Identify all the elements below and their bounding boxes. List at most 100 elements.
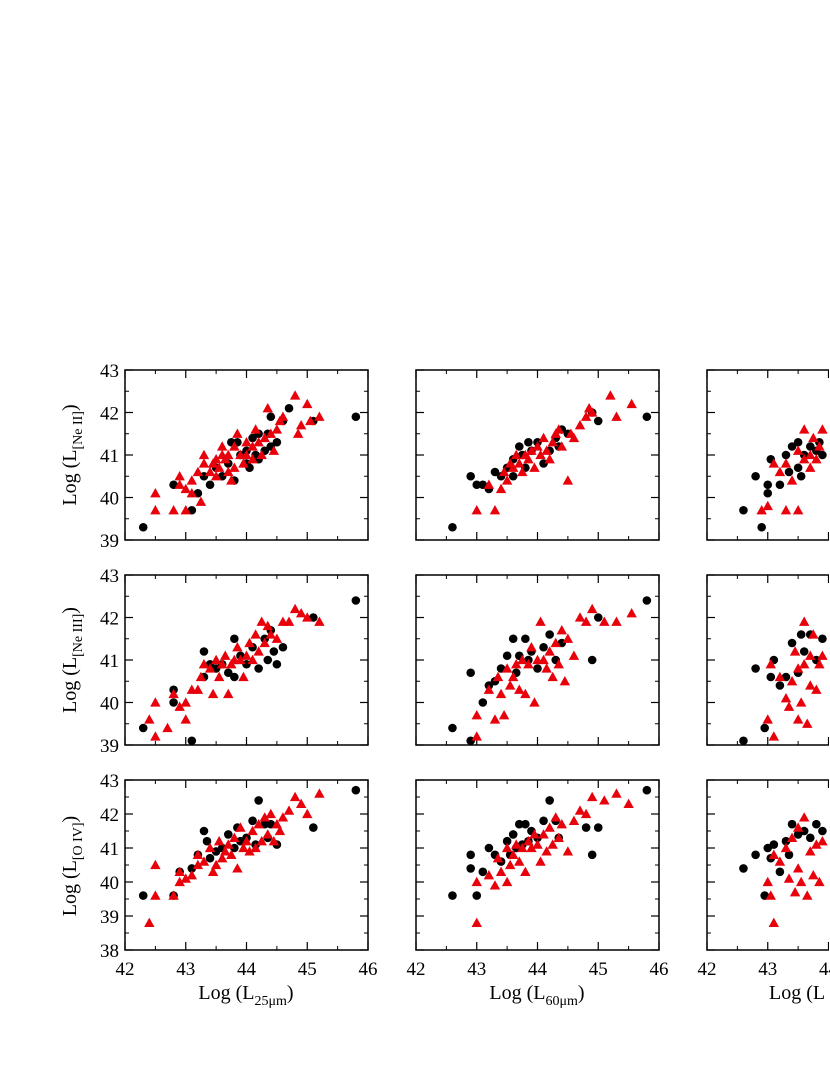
data-point-triangle	[244, 846, 255, 856]
data-point-triangle	[538, 829, 549, 839]
data-point-triangle	[213, 671, 225, 682]
plot-frame	[124, 779, 369, 951]
data-point-triangle	[559, 676, 571, 686]
data-point-triangle	[599, 795, 610, 805]
data-point-triangle	[556, 441, 567, 451]
data-point-circle	[593, 416, 603, 426]
data-point-triangle	[483, 870, 495, 880]
data-point-triangle	[511, 659, 522, 669]
data-point-triangle	[805, 680, 816, 690]
data-point-triangle	[817, 650, 828, 660]
data-point-triangle	[229, 462, 240, 472]
y-title-subscript: [Ne II]	[71, 411, 86, 449]
data-point-triangle	[495, 688, 507, 699]
data-point-circle	[514, 442, 524, 451]
data-point-triangle	[198, 449, 210, 460]
data-point-triangle	[150, 731, 161, 741]
data-point-triangle	[168, 505, 179, 515]
data-point-circle	[769, 840, 779, 849]
data-point-circle	[539, 642, 548, 652]
data-point-triangle	[150, 488, 161, 498]
y-tick-label: 40	[100, 873, 119, 894]
data-point-circle	[739, 864, 748, 873]
data-point-triangle	[198, 856, 210, 866]
data-point-triangle	[168, 688, 179, 699]
x-tick-label: 43	[467, 959, 486, 980]
data-point-triangle	[626, 398, 637, 409]
data-point-circle	[805, 442, 815, 451]
data-point-triangle	[762, 876, 773, 887]
data-point-triangle	[192, 684, 204, 694]
data-point-triangle	[223, 466, 234, 477]
data-point-triangle	[247, 454, 258, 464]
data-point-triangle	[511, 449, 522, 460]
data-point-triangle	[795, 697, 807, 707]
x-axis-title-col-2: Log (L60μm)	[489, 982, 584, 1009]
data-point-circle	[466, 850, 475, 860]
data-point-triangle	[780, 458, 792, 468]
data-point-triangle	[783, 701, 795, 711]
data-point-triangle	[538, 654, 549, 665]
data-point-circle	[472, 891, 482, 900]
scatter-panel-r1-c2	[415, 369, 660, 541]
data-point-triangle	[808, 870, 819, 880]
data-point-circle	[763, 480, 773, 490]
data-point-triangle	[529, 462, 540, 472]
data-point-triangle	[535, 856, 546, 866]
data-point-triangle	[611, 411, 622, 421]
data-point-circle	[205, 480, 215, 490]
y-title-close: )	[59, 816, 81, 823]
data-point-triangle	[180, 697, 191, 707]
data-point-circle	[502, 836, 512, 846]
data-point-triangle	[520, 866, 531, 876]
data-point-triangle	[268, 836, 280, 846]
data-point-triangle	[544, 454, 555, 464]
data-point-triangle	[574, 805, 586, 815]
data-point-circle	[781, 450, 791, 460]
data-point-triangle	[241, 437, 252, 447]
data-point-triangle	[174, 471, 185, 481]
data-point-triangle	[305, 415, 316, 426]
data-point-triangle	[210, 654, 222, 665]
y-tick-label: 42	[100, 404, 119, 425]
data-point-triangle	[568, 432, 580, 443]
data-point-triangle	[768, 731, 780, 741]
data-point-triangle	[802, 890, 813, 900]
data-point-triangle	[780, 693, 792, 703]
data-point-triangle	[180, 483, 191, 494]
data-point-circle	[514, 819, 524, 829]
data-point-circle	[818, 634, 827, 644]
y-title-base: Log (L	[59, 450, 81, 506]
data-point-triangle	[562, 846, 574, 856]
data-point-triangle	[204, 842, 216, 853]
data-point-triangle	[765, 890, 776, 900]
data-point-triangle	[253, 819, 264, 829]
data-point-triangle	[811, 454, 822, 464]
scatter-panel-r1-c1	[124, 369, 369, 541]
data-point-triangle	[250, 424, 261, 434]
data-point-triangle	[805, 462, 816, 472]
y-axis-title-row-2: Log (L[Ne III])	[59, 607, 86, 713]
data-point-triangle	[198, 659, 210, 669]
data-point-circle	[448, 723, 457, 733]
data-point-triangle	[295, 420, 307, 430]
data-point-triangle	[180, 505, 191, 515]
data-point-triangle	[526, 842, 537, 853]
data-point-circle	[230, 672, 239, 682]
data-point-circle	[272, 659, 282, 669]
data-point-circle	[138, 723, 148, 733]
data-point-triangle	[241, 449, 252, 460]
data-point-triangle	[504, 680, 516, 690]
data-point-circle	[466, 864, 475, 873]
data-point-triangle	[292, 428, 304, 438]
data-point-triangle	[489, 714, 501, 724]
data-point-triangle	[626, 608, 637, 618]
data-point-circle	[784, 467, 794, 477]
data-point-circle	[757, 522, 766, 532]
data-point-circle	[248, 433, 257, 443]
data-point-triangle	[259, 432, 270, 443]
data-point-triangle	[799, 424, 810, 434]
data-point-triangle	[253, 437, 264, 447]
y-title-base: Log (L	[59, 860, 81, 916]
